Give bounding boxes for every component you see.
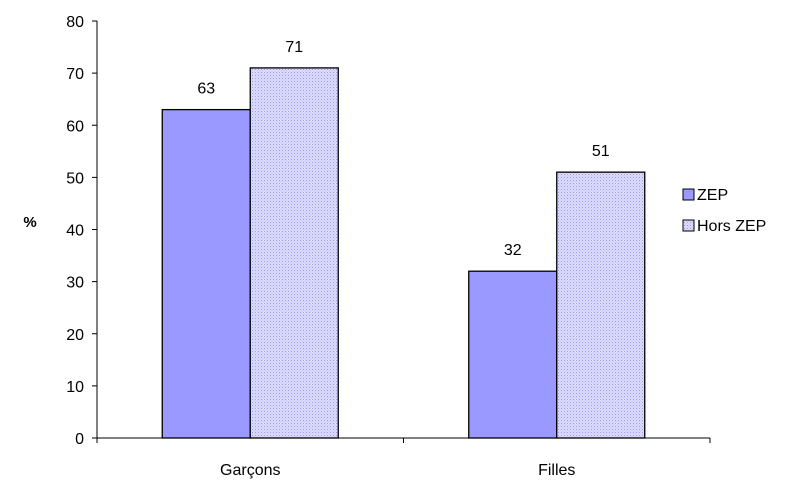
y-tick-label: 50 <box>66 170 84 187</box>
data-label: 63 <box>197 81 215 98</box>
legend: ZEP Hors ZEP <box>682 187 766 235</box>
y-tick-label: 10 <box>66 379 84 396</box>
y-tick-label: 80 <box>66 14 84 31</box>
y-tick-label: 60 <box>66 118 84 135</box>
y-tick-label: 0 <box>75 431 84 448</box>
data-label: 51 <box>592 143 610 160</box>
data-label: 71 <box>285 39 303 56</box>
bar-zep-1 <box>468 270 558 439</box>
y-axis-label: % <box>23 214 36 231</box>
data-labels: 63 71 32 51 <box>197 39 609 259</box>
legend-label: ZEP <box>697 187 728 204</box>
x-category-label: Filles <box>538 462 575 479</box>
bar-hors-zep-1 <box>556 171 646 439</box>
legend-label: Hors ZEP <box>697 218 766 235</box>
data-label: 32 <box>504 242 522 259</box>
bars <box>161 67 646 439</box>
y-tick-label: 70 <box>66 66 84 83</box>
axes: 0 10 20 30 40 50 60 70 80 Garçons Filles <box>66 14 711 479</box>
x-category-label: Garçons <box>220 462 280 479</box>
legend-swatch <box>682 219 695 232</box>
bar-hors-zep-0 <box>249 67 339 439</box>
y-tick-label: 20 <box>66 327 84 344</box>
legend-swatch <box>682 188 695 201</box>
y-tick-label: 30 <box>66 275 84 292</box>
y-tick-label: 40 <box>66 223 84 240</box>
bar-zep-0 <box>161 108 251 439</box>
